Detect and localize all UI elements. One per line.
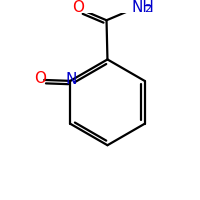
- Text: O: O: [34, 71, 46, 86]
- Text: O: O: [73, 0, 85, 15]
- Text: NH: NH: [132, 0, 155, 15]
- Text: N: N: [66, 72, 77, 87]
- Text: 2: 2: [144, 4, 151, 14]
